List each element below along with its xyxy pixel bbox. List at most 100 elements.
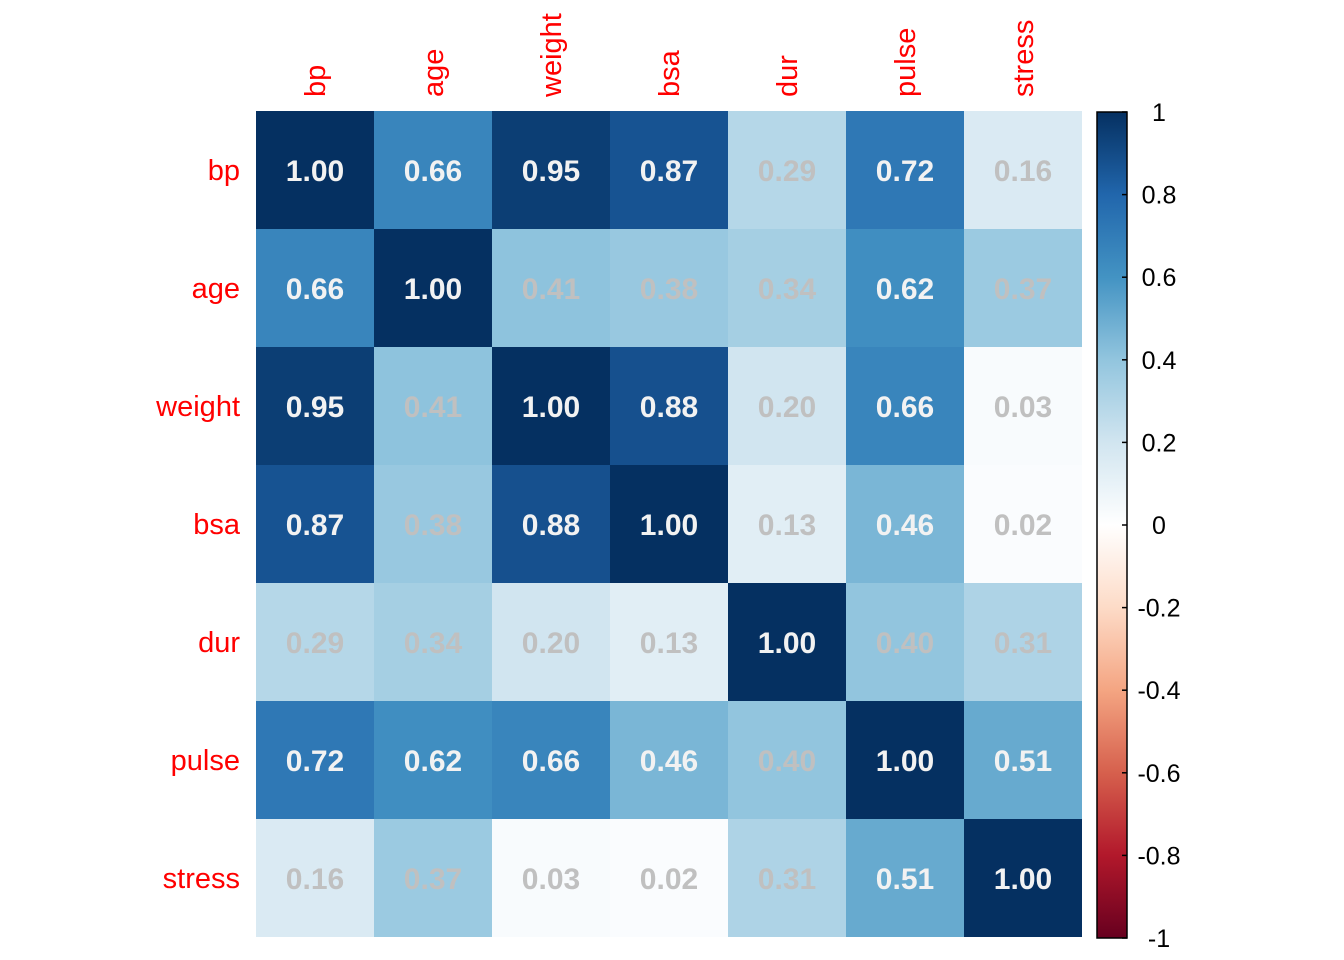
heatmap-cell-weight-weight [492,347,610,465]
cell-value-label: 0.40 [876,627,934,660]
cell-value-label: 0.95 [522,155,580,188]
cell-value-label: 0.62 [404,745,462,778]
heatmap-cell-stress-pulse [846,819,964,937]
cell-value-label: 0.38 [640,273,698,306]
heatmap-cell-stress-dur [728,819,846,937]
heatmap-cell-dur-pulse [846,583,964,701]
cell-value-label: 1.00 [758,627,816,660]
cell-value-label: 1.00 [522,391,580,424]
heatmap-cell-dur-age [374,583,492,701]
cell-value-label: 0.16 [994,155,1052,188]
colorbar-tick-label: -0.2 [1137,595,1180,623]
column-label-bp: bp [300,65,332,97]
row-label-dur: dur [198,627,240,659]
cell-value-label: 0.87 [640,155,698,188]
cell-value-label: 0.02 [994,509,1052,542]
heatmap-cell-bsa-bp [256,465,374,583]
heatmap-cell-bp-bsa [610,111,728,229]
cell-value-label: 1.00 [876,745,934,778]
heatmap-cell-weight-age [374,347,492,465]
heatmap-cell-age-stress [964,229,1082,347]
row-label-weight: weight [155,391,240,423]
cell-value-label: 0.66 [522,745,580,778]
column-label-dur: dur [772,55,804,97]
cell-value-label: 0.88 [640,391,698,424]
cell-value-label: 0.02 [640,863,698,896]
heatmap-cell-weight-dur [728,347,846,465]
cell-value-label: 0.95 [286,391,344,424]
cell-value-label: 0.66 [876,391,934,424]
heatmap-cell-bsa-dur [728,465,846,583]
cell-value-label: 0.16 [286,863,344,896]
heatmap-cell-stress-bsa [610,819,728,937]
cell-value-label: 0.03 [994,391,1052,424]
cell-value-label: 0.87 [286,509,344,542]
colorbar-tick-label: -0.8 [1137,842,1180,870]
row-label-bp: bp [208,155,240,187]
cell-value-label: 1.00 [286,155,344,188]
cell-value-label: 0.72 [286,745,344,778]
heatmap-cell-weight-bsa [610,347,728,465]
cell-value-label: 0.20 [758,391,816,424]
cell-value-label: 0.41 [404,391,462,424]
colorbar-tick-label: 0.6 [1142,264,1177,292]
cell-value-label: 0.29 [758,155,816,188]
cell-value-label: 0.29 [286,627,344,660]
cell-value-label: 0.31 [994,627,1052,660]
row-label-bsa: bsa [193,509,241,541]
heatmap-cell-age-pulse [846,229,964,347]
cell-value-label: 1.00 [640,509,698,542]
heatmap-cell-age-age [374,229,492,347]
heatmap-cell-bp-age [374,111,492,229]
heatmap-cell-weight-bp [256,347,374,465]
colorbar-tick-label: 1 [1152,99,1166,127]
column-label-bsa: bsa [654,49,686,97]
heatmap-cell-bsa-age [374,465,492,583]
cell-value-label: 0.72 [876,155,934,188]
cell-value-label: 0.40 [758,745,816,778]
column-label-age: age [418,49,450,97]
cell-value-label: 0.46 [876,509,934,542]
column-label-stress: stress [1008,20,1040,97]
heatmap-cell-dur-bp [256,583,374,701]
heatmap-cell-dur-bsa [610,583,728,701]
cell-value-label: 0.51 [876,863,934,896]
heatmap-cell-weight-pulse [846,347,964,465]
colorbar-tick-label: 0 [1152,512,1166,540]
cell-value-label: 0.34 [404,627,463,660]
heatmap-cell-bp-pulse [846,111,964,229]
row-label-age: age [192,273,240,305]
cell-value-label: 0.20 [522,627,580,660]
cell-value-label: 0.88 [522,509,580,542]
heatmap-cell-pulse-age [374,701,492,819]
heatmap-cell-bp-stress [964,111,1082,229]
heatmap-cell-bsa-bsa [610,465,728,583]
colorbar-tick-label: -1 [1148,925,1170,953]
cell-value-label: 0.62 [876,273,934,306]
heatmap-cell-pulse-dur [728,701,846,819]
cell-value-label: 0.13 [758,509,816,542]
colorbar-tick-label: -0.4 [1137,677,1180,705]
heatmap-cell-pulse-bp [256,701,374,819]
colorbar-tick-label: 0.4 [1142,347,1177,375]
heatmap-cell-age-weight [492,229,610,347]
colorbar-tick-label: 0.2 [1142,429,1177,457]
row-label-pulse: pulse [171,745,240,777]
heatmap-cell-bp-weight [492,111,610,229]
column-label-pulse: pulse [890,28,922,97]
heatmap-cell-stress-stress [964,819,1082,937]
heatmap-cell-bsa-stress [964,465,1082,583]
colorbar-tick-label: -0.6 [1137,760,1180,788]
heatmap-cell-bp-dur [728,111,846,229]
heatmap-cell-stress-age [374,819,492,937]
cell-value-label: 0.37 [404,863,462,896]
cell-value-label: 0.13 [640,627,698,660]
heatmap-cell-pulse-stress [964,701,1082,819]
row-label-stress: stress [163,863,240,895]
column-label-weight: weight [536,13,568,98]
cell-value-label: 0.46 [640,745,698,778]
heatmap-cell-weight-stress [964,347,1082,465]
colorbar-tick-label: 0.8 [1142,182,1177,210]
heatmap-cell-pulse-bsa [610,701,728,819]
